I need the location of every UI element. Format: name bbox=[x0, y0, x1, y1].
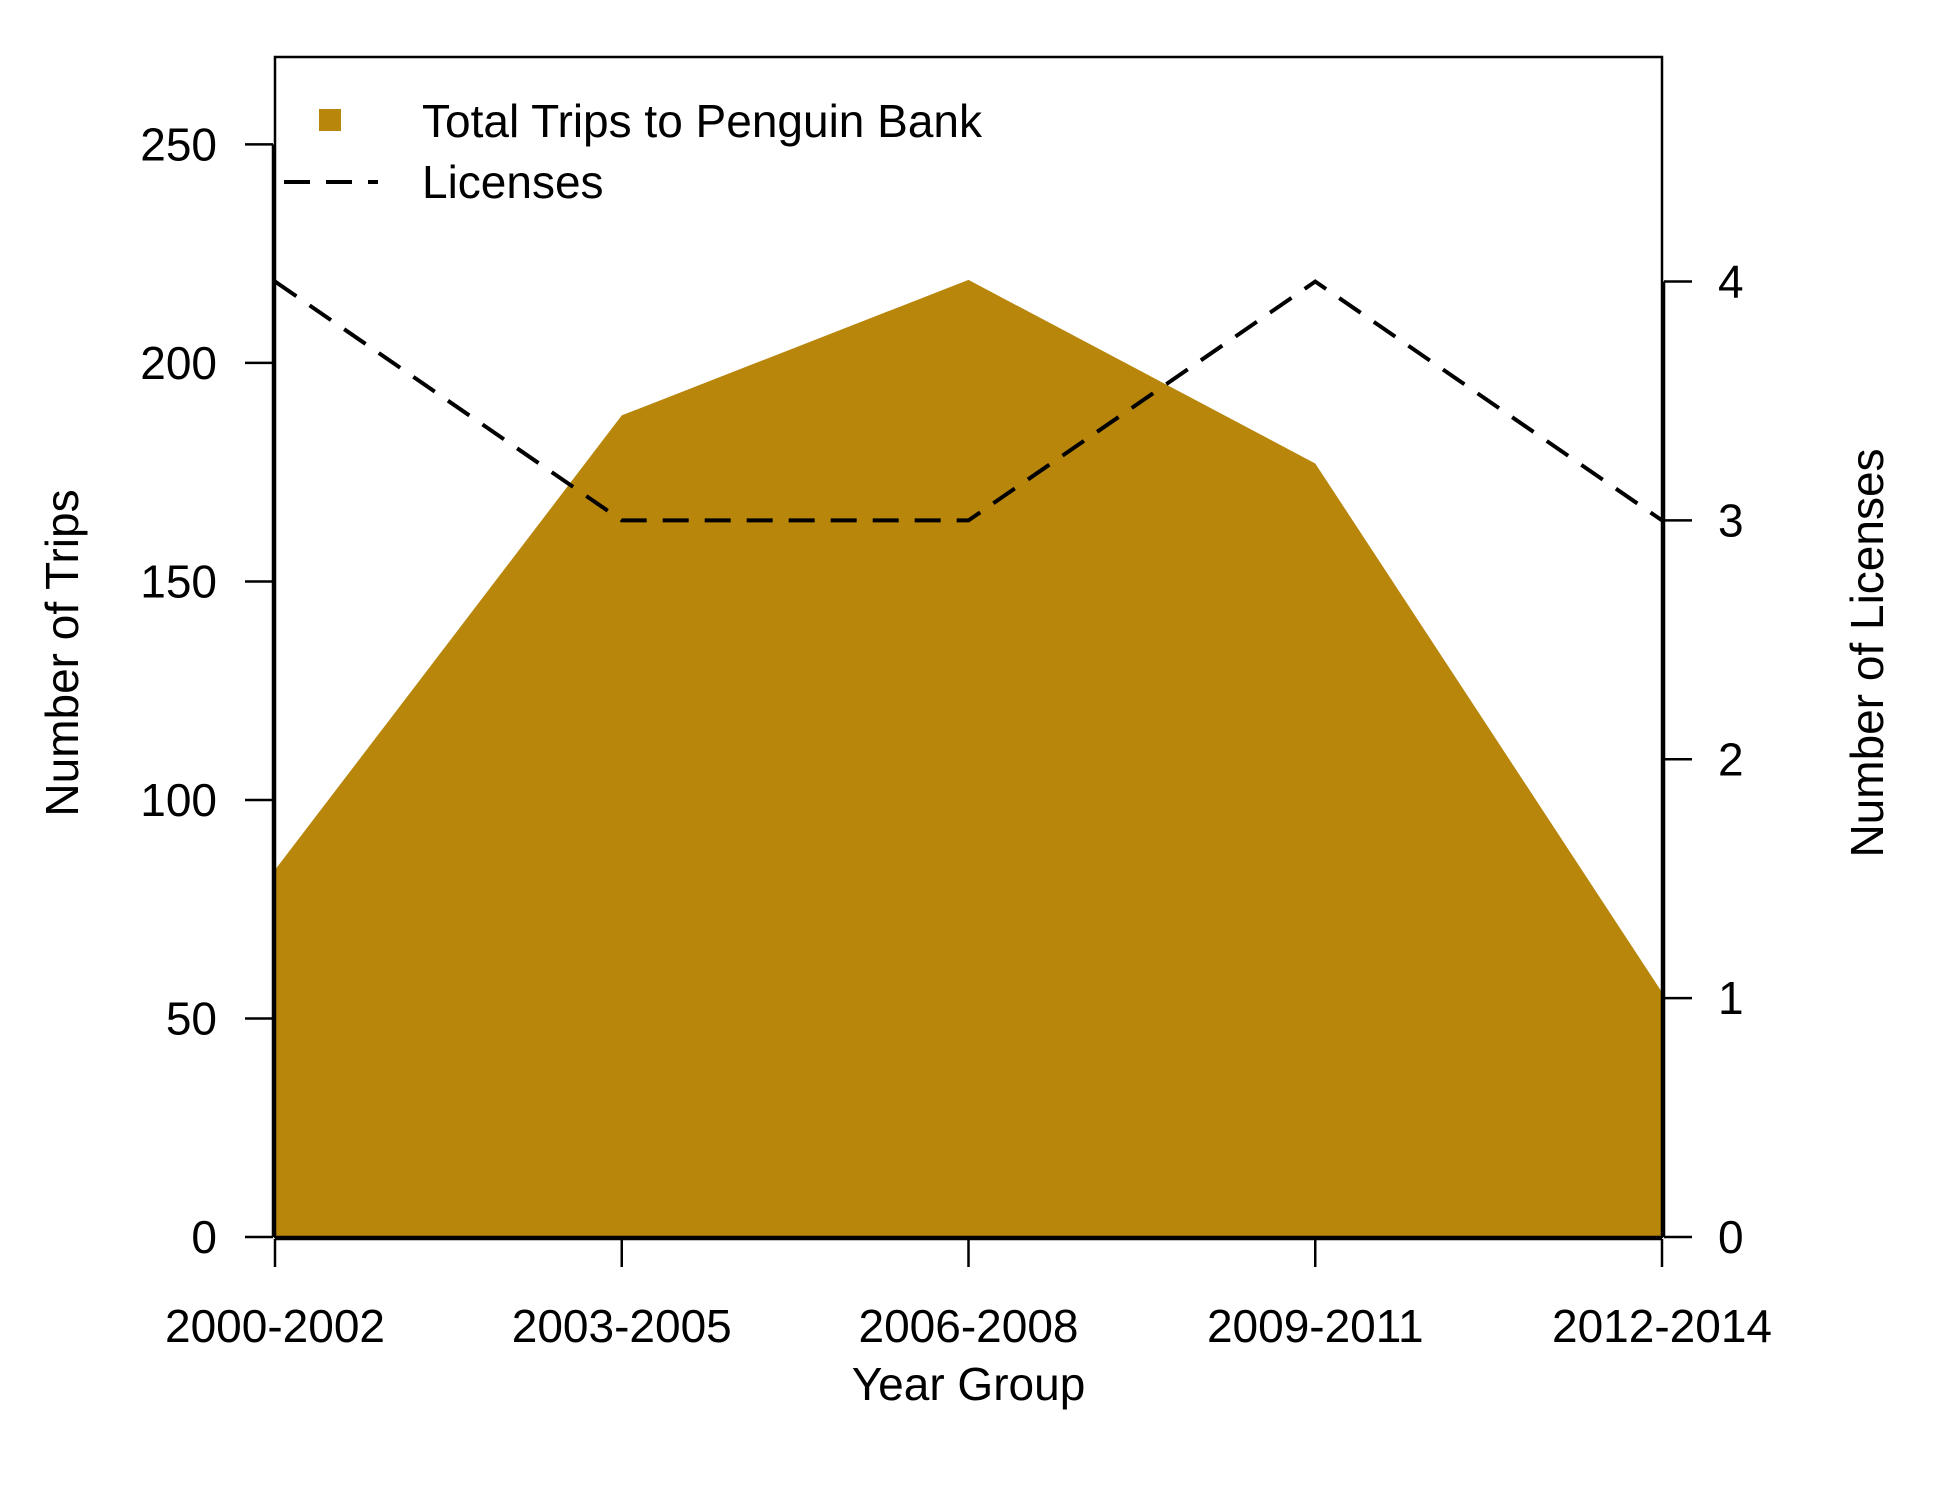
area-layer bbox=[275, 279, 1662, 1237]
line-layer bbox=[273, 279, 1664, 523]
left-tick-label: 150 bbox=[140, 555, 217, 607]
right-axis: 0 1 2 3 4 bbox=[1662, 256, 1744, 1263]
legend-label-trips: Total Trips to Penguin Bank bbox=[422, 95, 983, 147]
licenses-line bbox=[273, 279, 1664, 523]
x-tick-label: 2006-2008 bbox=[859, 1300, 1079, 1352]
right-tick-label: 4 bbox=[1718, 256, 1744, 308]
left-tick-label: 200 bbox=[140, 337, 217, 389]
left-tick-label: 0 bbox=[191, 1211, 217, 1263]
left-tick-label: 50 bbox=[166, 992, 217, 1044]
legend: Total Trips to Penguin Bank Licenses bbox=[284, 95, 983, 208]
legend-label-licenses: Licenses bbox=[422, 156, 604, 208]
y2-axis-title: Number of Licenses bbox=[1841, 448, 1893, 857]
left-tick-label: 100 bbox=[140, 774, 217, 826]
x-tick-label: 2012-2014 bbox=[1552, 1300, 1772, 1352]
right-tick-label: 2 bbox=[1718, 733, 1744, 785]
left-axis: 0 50 100 150 200 250 bbox=[140, 118, 275, 1263]
right-tick-label: 3 bbox=[1718, 494, 1744, 546]
trips-area bbox=[275, 279, 1662, 1237]
bottom-axis: 2000-2002 2003-2005 2006-2008 2009-2011 2012… bbox=[165, 1237, 1772, 1352]
x-axis-title: Year Group bbox=[852, 1358, 1086, 1410]
x-tick-label: 2009-2011 bbox=[1207, 1300, 1424, 1352]
plot-frame bbox=[273, 55, 1664, 1239]
right-tick-label: 1 bbox=[1718, 972, 1744, 1024]
x-tick-label: 2003-2005 bbox=[512, 1300, 732, 1352]
x-tick-label: 2000-2002 bbox=[165, 1300, 385, 1352]
legend-swatch-area bbox=[319, 109, 341, 131]
left-tick-label: 250 bbox=[140, 118, 217, 170]
y-axis-title: Number of Trips bbox=[36, 489, 88, 816]
right-tick-label: 0 bbox=[1718, 1211, 1744, 1263]
